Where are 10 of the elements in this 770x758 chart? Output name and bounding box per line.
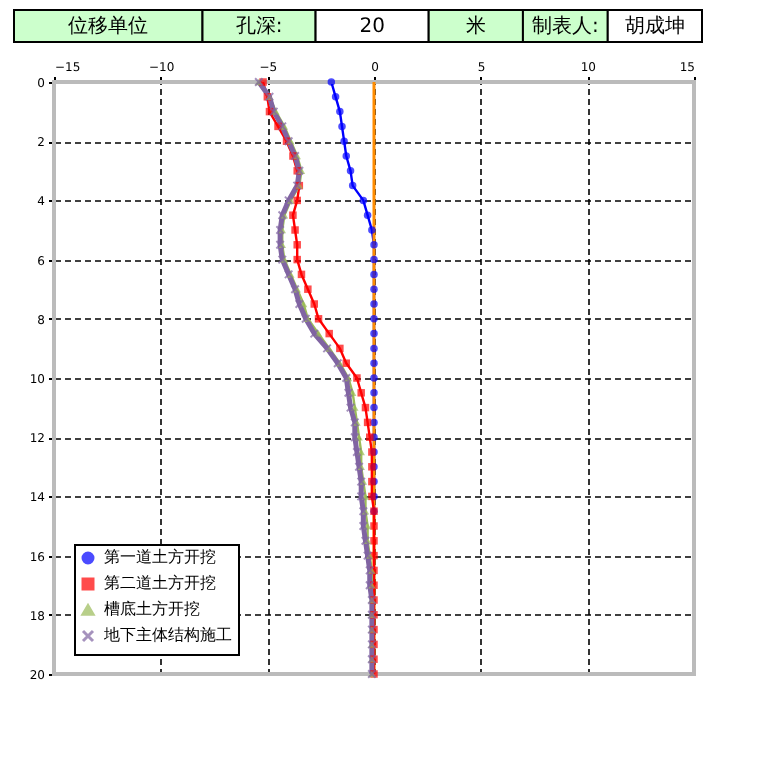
legend-label: 地下主体结构施工 (102, 626, 232, 644)
text: 位移单位 (68, 14, 149, 38)
legend-label: 第一道土方开挖 (104, 548, 216, 566)
text: 制表人: (531, 14, 599, 38)
text: 20 (359, 16, 385, 38)
text: 米 (465, 14, 486, 38)
text: 孔深: (235, 14, 283, 38)
legend-label: 槽底土方开挖 (104, 600, 200, 618)
legend-label: 第二道土方开挖 (104, 574, 216, 592)
text: 胡成坤 (624, 14, 685, 38)
